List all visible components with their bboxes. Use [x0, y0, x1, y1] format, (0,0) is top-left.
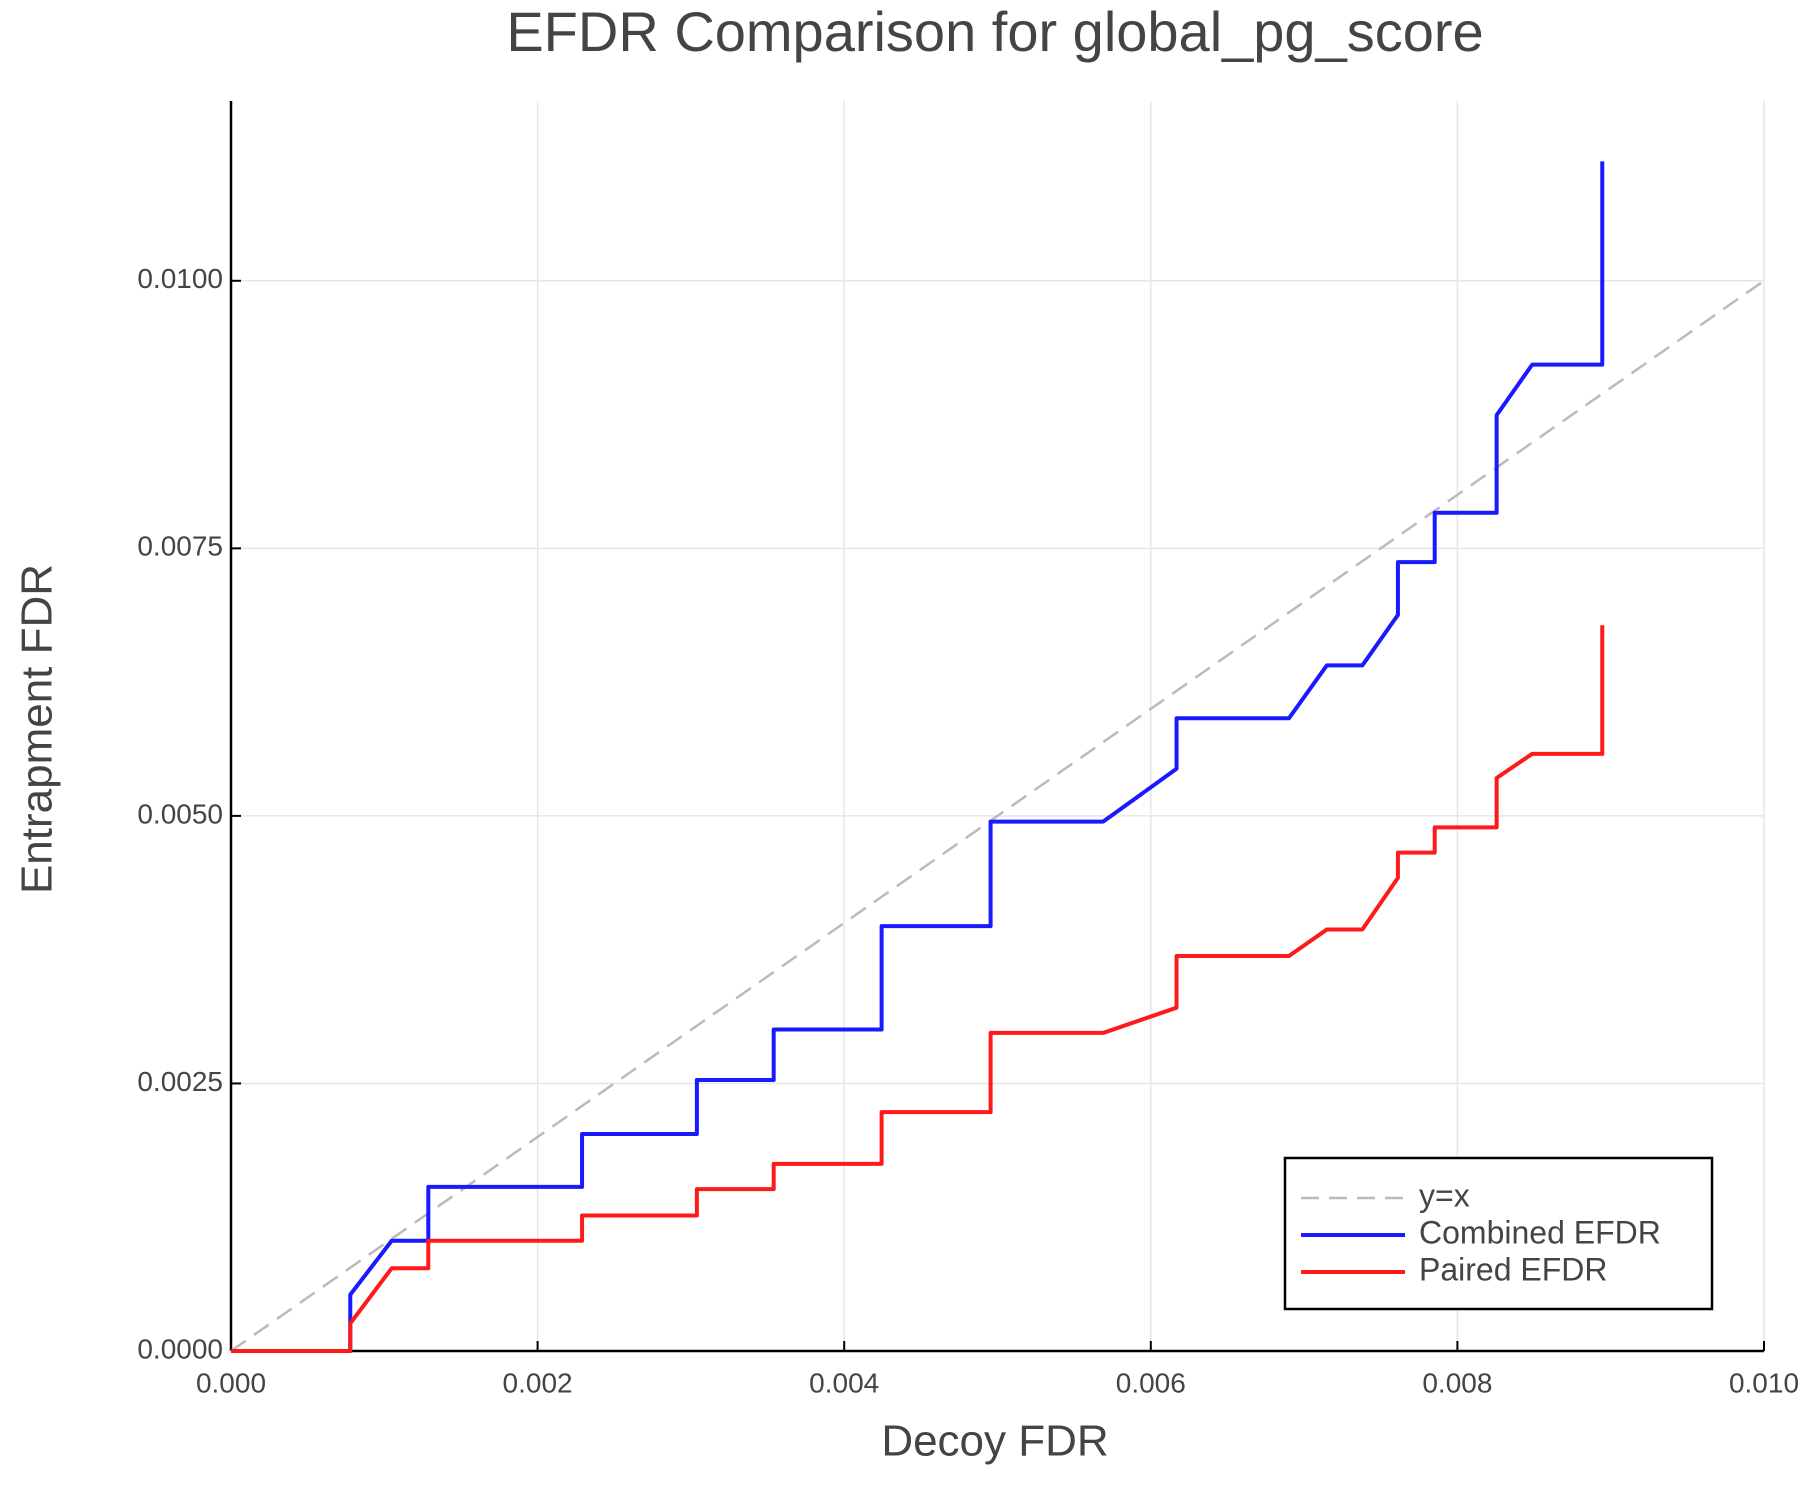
x-tick-label: 0.004: [809, 1367, 879, 1398]
y-axis-label: Entrapment FDR: [13, 564, 62, 894]
x-tick-label: 0.010: [1729, 1367, 1799, 1398]
x-tick-label: 0.000: [196, 1367, 266, 1398]
x-tick-label: 0.002: [503, 1367, 573, 1398]
y-tick-label: 0.0075: [137, 531, 223, 562]
y-tick-label: 0.0100: [137, 263, 223, 294]
series-line: [231, 161, 1605, 1353]
y-tick-label: 0.0025: [137, 1066, 223, 1097]
x-tick-label: 0.006: [1116, 1367, 1186, 1398]
legend-label: y=x: [1419, 1177, 1470, 1213]
series-line: [230, 279, 1765, 1353]
y-tick-label: 0.0050: [137, 798, 223, 829]
series-line: [231, 625, 1605, 1353]
chart-title: EFDR Comparison for global_pg_score: [506, 0, 1483, 63]
legend-label: Combined EFDR: [1419, 1214, 1661, 1250]
x-tick-label: 0.008: [1422, 1367, 1492, 1398]
legend-label: Paired EFDR: [1419, 1251, 1608, 1287]
y-tick-label: 0.0000: [137, 1333, 223, 1364]
x-axis-label: Decoy FDR: [881, 1417, 1108, 1466]
